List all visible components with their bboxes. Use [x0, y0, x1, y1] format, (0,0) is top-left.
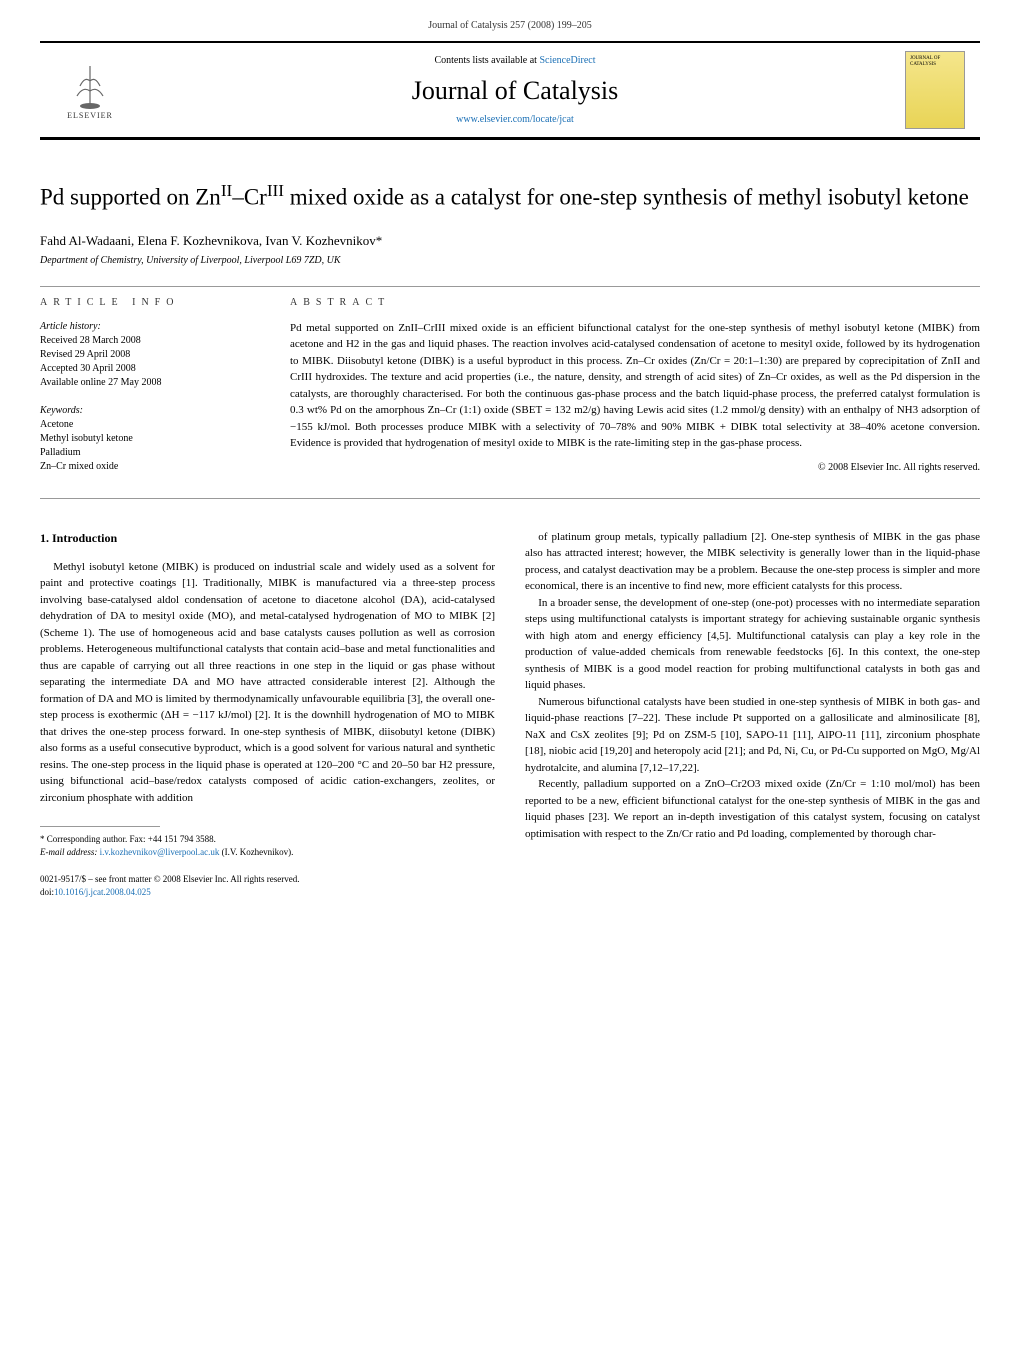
corresponding-marker: * — [376, 233, 383, 248]
elsevier-label: ELSEVIER — [67, 111, 113, 120]
doi-line: doi:10.1016/j.jcat.2008.04.025 — [40, 886, 980, 899]
elsevier-logo: ELSEVIER — [55, 55, 125, 125]
title-part: Pd supported on Zn — [40, 185, 221, 210]
corresponding-author-footnote: * Corresponding author. Fax: +44 151 794… — [40, 833, 495, 858]
abstract-block: ABSTRACT Pd metal supported on ZnII–CrII… — [290, 297, 980, 488]
body-columns: 1. Introduction Methyl isobutyl ketone (… — [40, 529, 980, 859]
email-line: E-mail address: i.v.kozhevnikov@liverpoo… — [40, 846, 495, 859]
paragraph: Methyl isobutyl ketone (MIBK) is produce… — [40, 559, 495, 807]
cover-title: JOURNAL OF CATALYSIS — [910, 56, 960, 67]
keyword: Methyl isobutyl ketone — [40, 432, 260, 446]
authors-line: Fahd Al-Wadaani, Elena F. Kozhevnikova, … — [40, 233, 980, 249]
page-citation: Journal of Catalysis 257 (2008) 199–205 — [0, 0, 1020, 41]
article-info-heading: ARTICLE INFO — [40, 297, 260, 308]
section-heading-introduction: 1. Introduction — [40, 529, 495, 547]
authors-text: Fahd Al-Wadaani, Elena F. Kozhevnikova, … — [40, 233, 376, 248]
received-date: Received 28 March 2008 — [40, 334, 260, 348]
title-part: –Cr — [232, 185, 267, 210]
footnote-separator — [40, 826, 160, 827]
fax-line: * Corresponding author. Fax: +44 151 794… — [40, 833, 495, 846]
keyword: Zn–Cr mixed oxide — [40, 460, 260, 474]
journal-name: Journal of Catalysis — [125, 76, 905, 106]
affiliation: Department of Chemistry, University of L… — [40, 255, 980, 266]
article-info-block: ARTICLE INFO Article history: Received 2… — [40, 297, 260, 488]
article-history: Article history: Received 28 March 2008 … — [40, 320, 260, 390]
email-label: E-mail address: — [40, 847, 100, 857]
abstract-text: Pd metal supported on ZnII–CrIII mixed o… — [290, 320, 980, 452]
journal-banner: ELSEVIER Contents lists available at Sci… — [40, 41, 980, 140]
history-title: Article history: — [40, 320, 260, 334]
accepted-date: Accepted 30 April 2008 — [40, 362, 260, 376]
paragraph: In a broader sense, the development of o… — [525, 595, 980, 694]
email-suffix: (I.V. Kozhevnikov). — [219, 847, 293, 857]
title-superscript: II — [221, 181, 233, 200]
contents-line: Contents lists available at ScienceDirec… — [125, 55, 905, 66]
banner-center: Contents lists available at ScienceDirec… — [125, 55, 905, 125]
abstract-copyright: © 2008 Elsevier Inc. All rights reserved… — [290, 462, 980, 473]
title-part: mixed oxide as a catalyst for one-step s… — [284, 185, 969, 210]
elsevier-tree-icon — [65, 61, 115, 111]
journal-url-link[interactable]: www.elsevier.com/locate/jcat — [456, 114, 574, 125]
left-column: 1. Introduction Methyl isobutyl ketone (… — [40, 529, 495, 859]
contents-prefix: Contents lists available at — [434, 55, 539, 66]
divider — [40, 286, 980, 287]
paragraph: Numerous bifunctional catalysts have bee… — [525, 694, 980, 777]
keywords-block: Keywords: Acetone Methyl isobutyl ketone… — [40, 404, 260, 474]
title-superscript: III — [267, 181, 284, 200]
front-matter-line: 0021-9517/$ – see front matter © 2008 El… — [40, 873, 980, 886]
paragraph: Recently, palladium supported on a ZnO–C… — [525, 776, 980, 842]
doi-link[interactable]: 10.1016/j.jcat.2008.04.025 — [54, 887, 151, 897]
journal-url-wrap: www.elsevier.com/locate/jcat — [125, 114, 905, 125]
divider — [40, 498, 980, 499]
paragraph: of platinum group metals, typically pall… — [525, 529, 980, 595]
keyword: Acetone — [40, 418, 260, 432]
journal-cover-thumbnail: JOURNAL OF CATALYSIS — [905, 51, 965, 129]
abstract-heading: ABSTRACT — [290, 297, 980, 308]
doi-label: doi: — [40, 887, 54, 897]
sciencedirect-link[interactable]: ScienceDirect — [539, 55, 595, 66]
email-link[interactable]: i.v.kozhevnikov@liverpool.ac.uk — [100, 847, 220, 857]
available-date: Available online 27 May 2008 — [40, 376, 260, 390]
footer-block: 0021-9517/$ – see front matter © 2008 El… — [40, 873, 980, 898]
revised-date: Revised 29 April 2008 — [40, 348, 260, 362]
article-title: Pd supported on ZnII–CrIII mixed oxide a… — [40, 180, 980, 213]
info-abstract-row: ARTICLE INFO Article history: Received 2… — [40, 297, 980, 488]
keyword: Palladium — [40, 446, 260, 460]
keywords-title: Keywords: — [40, 404, 260, 418]
right-column: of platinum group metals, typically pall… — [525, 529, 980, 859]
